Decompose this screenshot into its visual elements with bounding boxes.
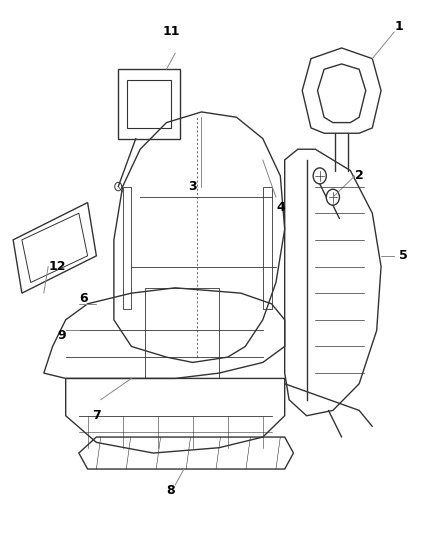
Text: 9: 9 bbox=[57, 329, 66, 342]
Text: 5: 5 bbox=[399, 249, 407, 262]
Text: 4: 4 bbox=[276, 201, 285, 214]
Text: 3: 3 bbox=[188, 180, 197, 193]
Text: 12: 12 bbox=[48, 260, 66, 273]
Text: 8: 8 bbox=[166, 484, 175, 497]
Text: 2: 2 bbox=[355, 169, 364, 182]
Text: 1: 1 bbox=[394, 20, 403, 33]
Text: 6: 6 bbox=[79, 292, 88, 305]
Text: 11: 11 bbox=[162, 26, 180, 38]
Text: 7: 7 bbox=[92, 409, 101, 422]
